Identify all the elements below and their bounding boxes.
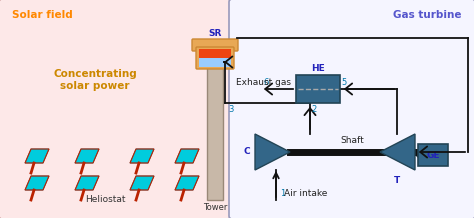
Text: Solar field: Solar field [12,10,73,20]
Text: Concentrating
solar power: Concentrating solar power [53,69,137,91]
Bar [418,144,448,166]
Text: T: T [394,176,400,185]
Bar [199,58,231,67]
Text: GE: GE [426,150,440,160]
Bar [199,49,231,58]
Polygon shape [130,176,154,190]
Text: Exhaust gas: Exhaust gas [236,78,291,87]
Text: 1: 1 [280,189,285,198]
Polygon shape [130,149,154,163]
Bar [207,62,223,200]
Text: Air intake: Air intake [284,189,328,198]
Text: C: C [244,148,250,157]
Text: SR: SR [208,29,222,38]
Polygon shape [175,176,199,190]
Polygon shape [75,149,99,163]
Polygon shape [25,176,49,190]
Text: 3: 3 [228,105,233,114]
Bar [296,75,340,103]
FancyBboxPatch shape [192,39,238,51]
Text: 6: 6 [263,78,268,87]
Text: 5: 5 [341,78,346,87]
FancyBboxPatch shape [196,47,234,69]
FancyBboxPatch shape [0,0,233,218]
Polygon shape [380,134,415,170]
Text: Gas turbine: Gas turbine [393,10,462,20]
Text: Shaft: Shaft [340,136,364,145]
FancyBboxPatch shape [229,0,474,218]
Text: Heliostat: Heliostat [85,195,125,204]
Polygon shape [25,149,49,163]
Polygon shape [255,134,290,170]
Polygon shape [20,40,197,118]
Polygon shape [75,176,99,190]
Text: 2: 2 [311,105,316,114]
Text: HE: HE [311,64,325,73]
Text: Tower: Tower [203,203,227,212]
Polygon shape [175,149,199,163]
